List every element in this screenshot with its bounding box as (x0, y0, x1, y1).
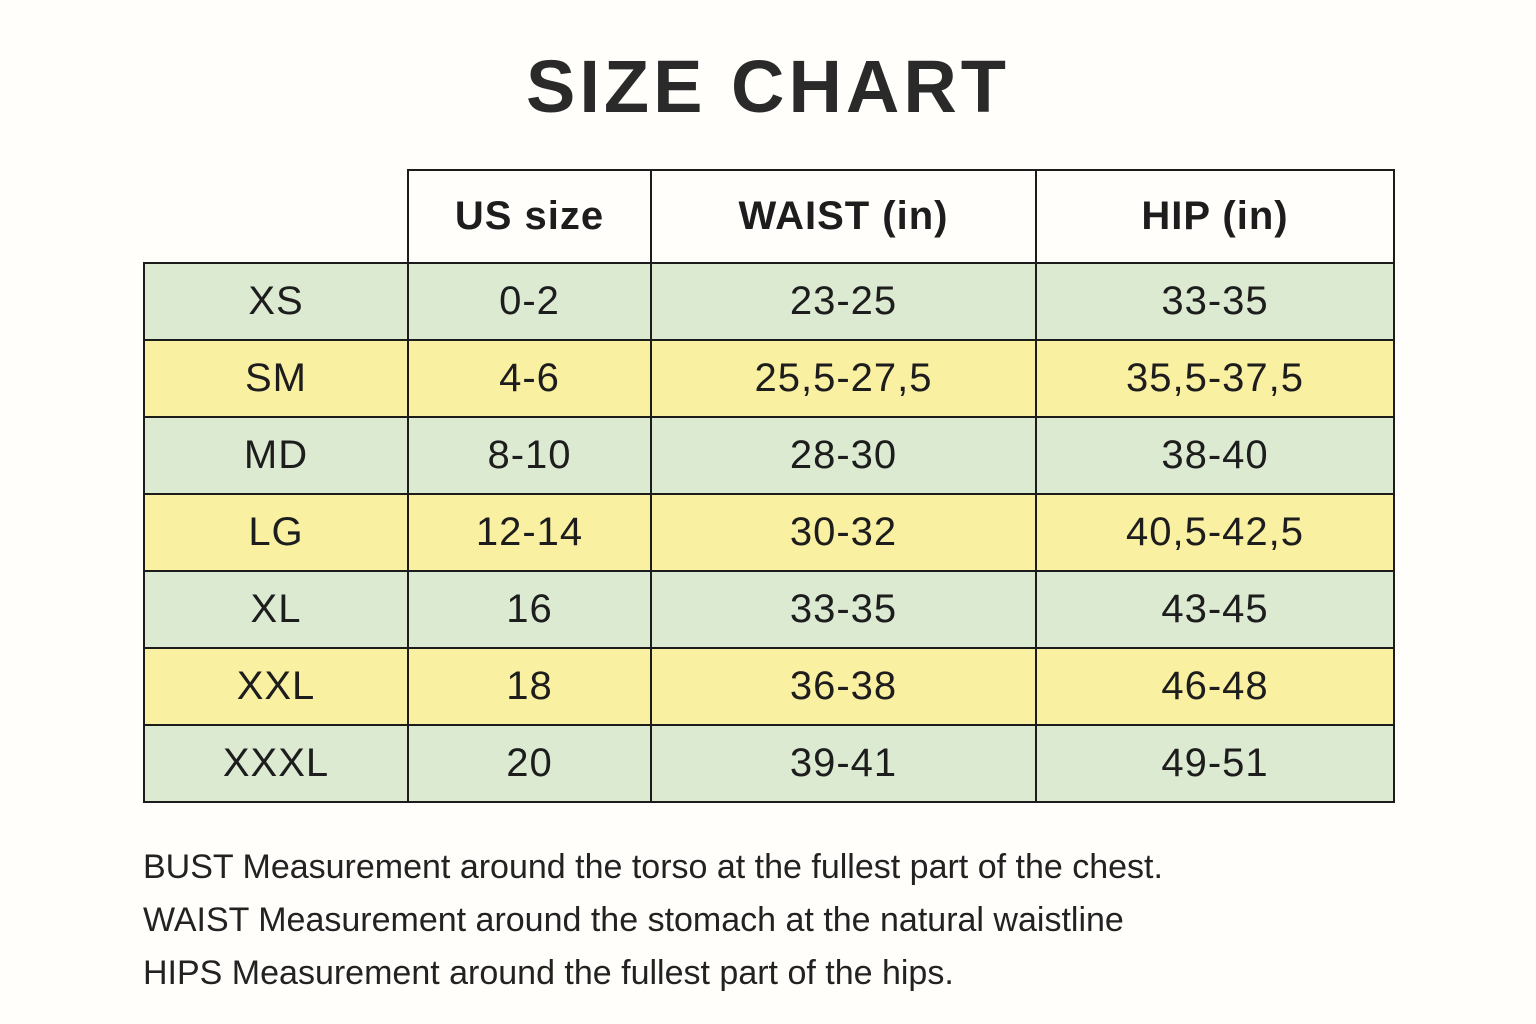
size-label: XXXL (143, 724, 409, 803)
waist-value: 33-35 (650, 570, 1037, 649)
size-label: XS (143, 262, 409, 341)
hip-value: 46-48 (1035, 647, 1395, 726)
us-size-value: 0-2 (407, 262, 652, 341)
table-row: XS 0-2 23-25 33-35 (143, 262, 1395, 341)
size-label: MD (143, 416, 409, 495)
waist-value: 39-41 (650, 724, 1037, 803)
table-row: MD 8-10 28-30 38-40 (143, 416, 1395, 495)
page-title: SIZE CHART (526, 45, 1010, 128)
us-size-value: 16 (407, 570, 652, 649)
us-size-value: 12-14 (407, 493, 652, 572)
table-row: XL 16 33-35 43-45 (143, 570, 1395, 649)
hip-value: 43-45 (1035, 570, 1395, 649)
measurement-notes: BUST Measurement around the torso at the… (143, 841, 1443, 1000)
waist-value: 25,5-27,5 (650, 339, 1037, 418)
waist-note: WAIST Measurement around the stomach at … (143, 901, 1124, 939)
waist-value: 36-38 (650, 647, 1037, 726)
hip-value: 35,5-37,5 (1035, 339, 1395, 418)
us-size-value: 18 (407, 647, 652, 726)
us-size-value: 20 (407, 724, 652, 803)
hip-value: 38-40 (1035, 416, 1395, 495)
waist-value: 23-25 (650, 262, 1037, 341)
bust-note: BUST Measurement around the torso at the… (143, 848, 1163, 886)
table-body: XS 0-2 23-25 33-35 SM 4-6 25,5-27,5 35,5… (143, 262, 1395, 803)
header-row: US size WAIST (in) HIP (in) (144, 169, 1395, 264)
header-waist: WAIST (in) (650, 169, 1037, 264)
table-row: SM 4-6 25,5-27,5 35,5-37,5 (143, 339, 1395, 418)
header-us-size: US size (407, 169, 652, 264)
table-header: US size WAIST (in) HIP (in) (144, 169, 1395, 264)
size-label: LG (143, 493, 409, 572)
waist-value: 30-32 (650, 493, 1037, 572)
header-corner-blank (144, 170, 408, 263)
size-label: XXL (143, 647, 409, 726)
table-row: XXL 18 36-38 46-48 (143, 647, 1395, 726)
table-row: LG 12-14 30-32 40,5-42,5 (143, 493, 1395, 572)
table-row: XXXL 20 39-41 49-51 (143, 724, 1395, 803)
size-label: XL (143, 570, 409, 649)
size-label: SM (143, 339, 409, 418)
hip-value: 49-51 (1035, 724, 1395, 803)
hips-note: HIPS Measurement around the fullest part… (143, 954, 954, 992)
waist-value: 28-30 (650, 416, 1037, 495)
hip-value: 40,5-42,5 (1035, 493, 1395, 572)
us-size-value: 8-10 (407, 416, 652, 495)
size-chart-table: US size WAIST (in) HIP (in) XS 0-2 23-25… (143, 169, 1395, 803)
hip-value: 33-35 (1035, 262, 1395, 341)
header-hip: HIP (in) (1035, 169, 1395, 264)
us-size-value: 4-6 (407, 339, 652, 418)
